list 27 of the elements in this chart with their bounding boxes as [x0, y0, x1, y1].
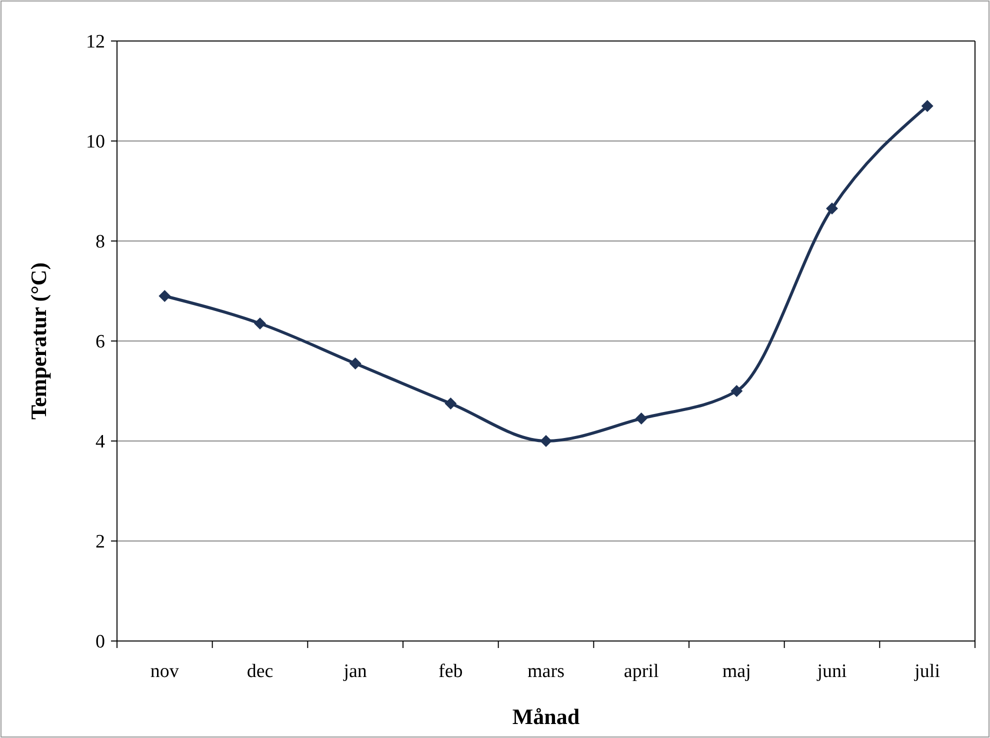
y-axis-title: Temperatur (°C): [26, 262, 51, 420]
point: [730, 385, 743, 397]
x-tick-label: nov: [150, 661, 180, 682]
y-tick-label: 6: [96, 332, 105, 353]
y-tick-label: 0: [96, 632, 105, 653]
x-tick-label: april: [624, 661, 659, 682]
x-tick-label: mars: [528, 661, 564, 682]
point: [540, 435, 552, 447]
x-axis-title: Månad: [512, 704, 580, 729]
point: [444, 398, 457, 410]
point: [349, 358, 362, 370]
point: [635, 412, 648, 424]
y-tick-label: 4: [96, 432, 106, 453]
point: [826, 202, 838, 214]
x-tick-label: feb: [438, 661, 463, 682]
y-tick-label: 8: [96, 232, 105, 253]
y-tick-label: 12: [86, 32, 105, 53]
x-tick-label: dec: [246, 661, 274, 682]
point: [254, 318, 266, 330]
point: [921, 100, 934, 112]
x-tick-label: maj: [722, 661, 751, 682]
y-tick-label: 10: [86, 132, 105, 153]
x-tick-label: jan: [342, 661, 368, 682]
y-tick-label: 2: [96, 532, 105, 553]
x-tick-label: juli: [914, 661, 940, 682]
point: [158, 290, 171, 302]
x-tick-label: juni: [816, 661, 847, 682]
